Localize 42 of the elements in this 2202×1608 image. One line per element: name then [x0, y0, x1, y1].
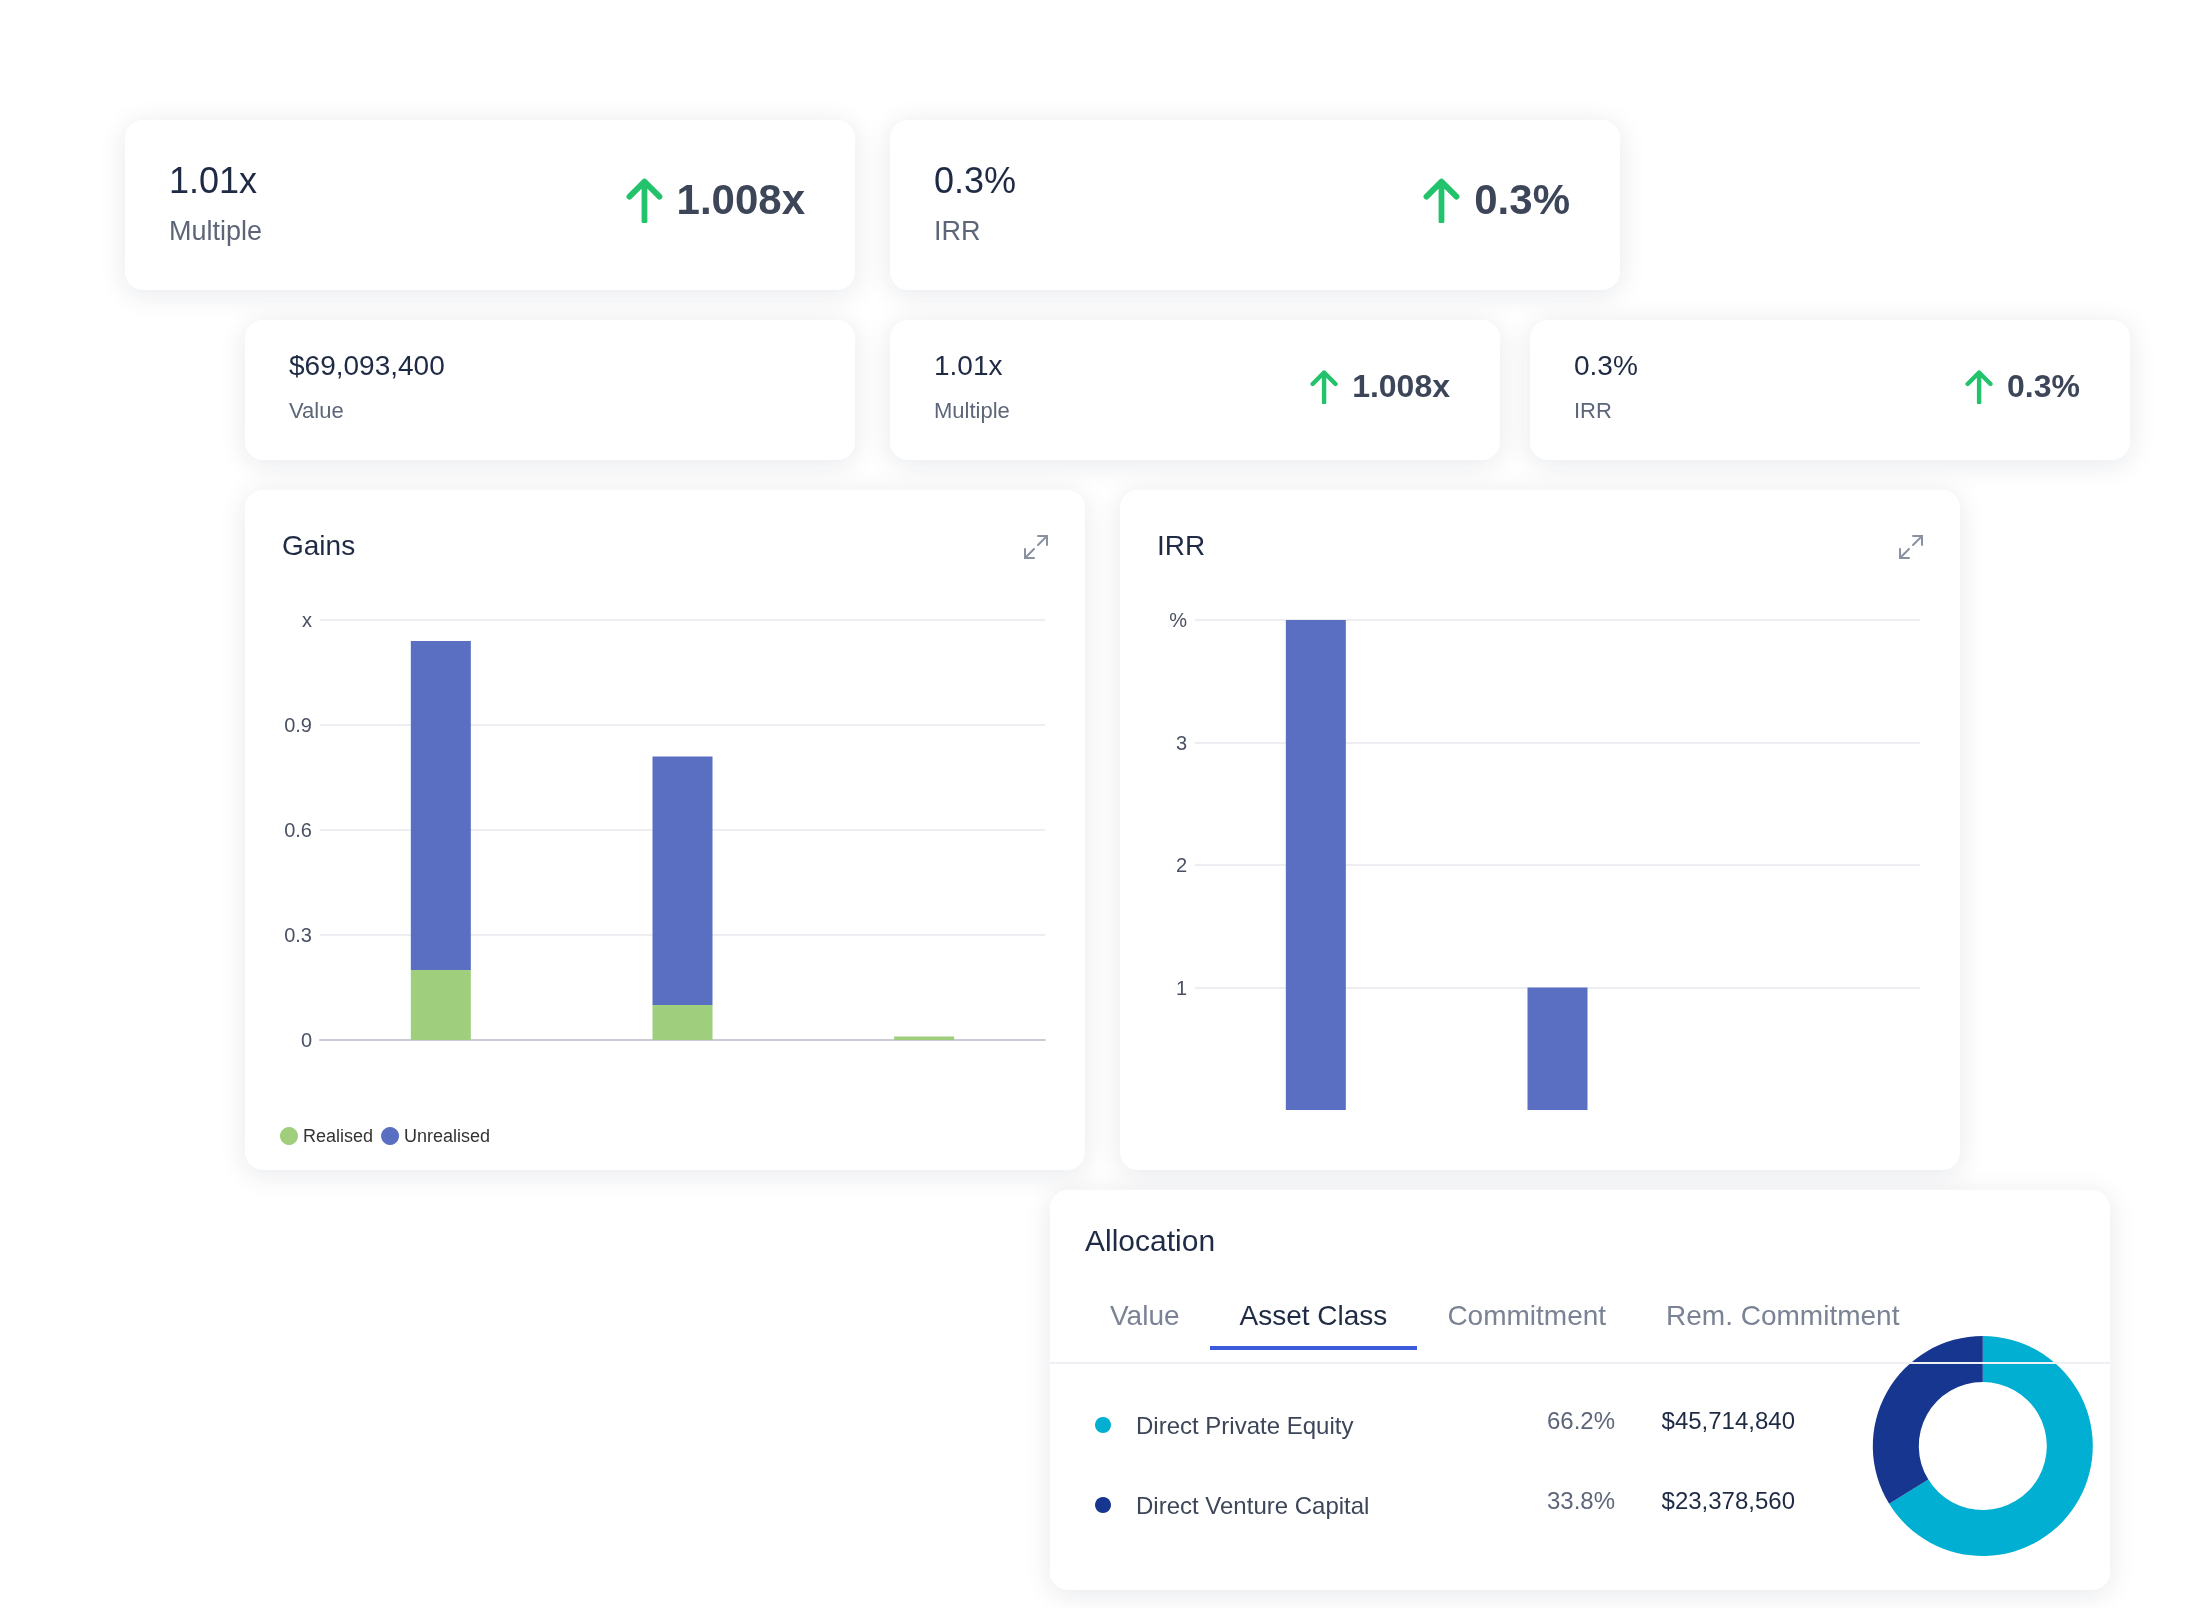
bar — [410, 641, 471, 970]
legend-label: Direct Private Equity — [1136, 1411, 1354, 1439]
y-tick-label: 2 — [1175, 854, 1187, 876]
text: 1.008x — [676, 175, 805, 224]
y-tick-label: 1 — [1175, 976, 1187, 999]
data-label: 66.2% — [1546, 1406, 1615, 1434]
text: 0.3% — [1474, 175, 1570, 224]
text: $45,714,840 — [1661, 1406, 1795, 1434]
data-label: 33.8% — [1546, 1486, 1615, 1514]
text: $69,093,400 — [289, 350, 445, 382]
y-tick-label: 0.6 — [284, 819, 312, 841]
bar — [410, 970, 471, 1040]
text: Value — [1109, 1299, 1181, 1333]
text: Rem. Commitment — [1665, 1299, 1901, 1333]
text: $23,378,560 — [1661, 1486, 1795, 1514]
bar — [652, 756, 713, 1005]
text: IRR — [934, 216, 981, 247]
y-tick-label: 3 — [1175, 731, 1187, 754]
text: Multiple — [934, 398, 1010, 424]
text: 0.3% — [934, 160, 1017, 202]
y-tick-label: x — [302, 609, 312, 631]
text: 0.3% — [2007, 367, 2080, 405]
y-tick-label: 0.3 — [284, 924, 312, 946]
text: Asset Class — [1238, 1299, 1389, 1333]
text: Commitment — [1446, 1299, 1608, 1333]
text: 1.008x — [1352, 367, 1450, 405]
text: Multiple — [169, 216, 263, 247]
bar — [652, 1005, 713, 1040]
chart-title: IRR — [1157, 529, 1206, 561]
y-tick-label: % — [1169, 609, 1188, 631]
text: Value — [289, 398, 344, 424]
text: 1.01x — [934, 350, 1003, 382]
legend-label: Unrealised — [404, 1126, 491, 1146]
y-tick-label: 0.9 — [284, 714, 312, 736]
text: IRR — [1574, 398, 1612, 424]
y-tick-label: 0 — [300, 1029, 312, 1051]
chart-title: Gains — [282, 529, 356, 561]
legend-label: Realised — [303, 1126, 374, 1146]
chart-title: Allocation — [1085, 1223, 1216, 1257]
legend-label: Direct Venture Capital — [1136, 1491, 1370, 1519]
text: 1.01x — [169, 160, 258, 202]
text: 0.3% — [1574, 350, 1638, 382]
